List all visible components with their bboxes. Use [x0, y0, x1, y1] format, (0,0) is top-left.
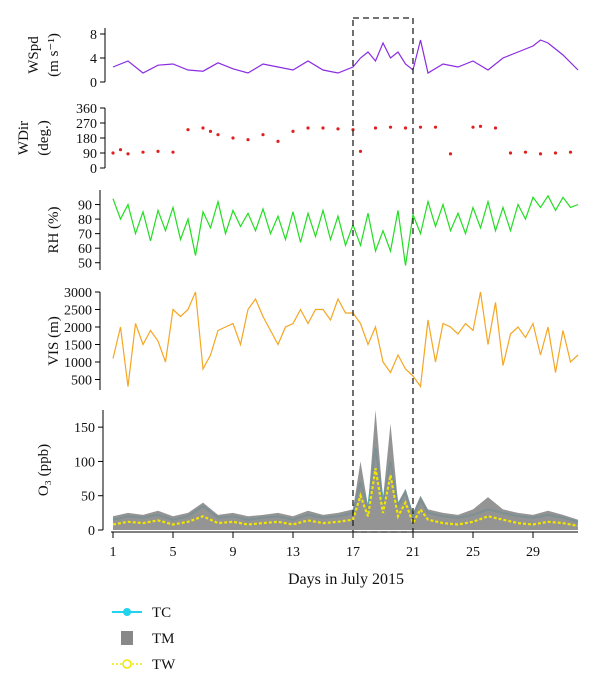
x-tick-label: 17 — [346, 545, 360, 560]
data-point — [336, 127, 340, 131]
data-point — [493, 126, 498, 130]
data-point — [201, 126, 205, 130]
y-tick-label: 150 — [74, 421, 95, 436]
x-tick-label: 29 — [526, 545, 540, 560]
data-point — [156, 149, 160, 153]
y-tick-label: 2000 — [64, 321, 92, 336]
data-point — [448, 152, 453, 156]
data-point — [111, 151, 115, 155]
data-point — [321, 126, 325, 130]
data-point — [216, 133, 220, 137]
y-tick-label: 80 — [78, 213, 92, 228]
data-point — [373, 126, 378, 130]
y-tick-label: 4 — [90, 52, 97, 67]
y-tick-label: 8 — [90, 28, 97, 43]
data-point — [186, 128, 190, 132]
y-tick-label: 1000 — [64, 356, 92, 371]
y-tick-label: 50 — [81, 490, 95, 505]
legend-swatch-bar — [121, 631, 133, 645]
x-tick-label: 5 — [170, 545, 177, 560]
data-point — [246, 138, 250, 142]
highlight-box — [352, 17, 414, 533]
legend-item-tm: TM — [121, 631, 175, 647]
y-axis-title: WDir — [16, 121, 32, 155]
data-point — [208, 129, 213, 133]
y-tick-label: 3000 — [64, 286, 92, 301]
y-tick-label: 180 — [76, 132, 97, 147]
legend-item-tw: TW — [112, 657, 176, 673]
legend-label: TM — [152, 631, 175, 647]
data-point — [276, 139, 280, 143]
legend-label: TC — [152, 605, 171, 621]
data-point — [126, 152, 130, 156]
x-tick-label: 21 — [406, 545, 420, 560]
series-line — [112, 194, 579, 266]
panel-0: 0 4 8 WSpd (m s⁻¹) — [26, 28, 579, 91]
y-axis-title: WSpd — [26, 36, 42, 74]
x-tick-label: 9 — [230, 545, 237, 560]
y-tick-label: 0 — [90, 162, 97, 177]
data-point — [433, 125, 438, 129]
data-point — [403, 126, 408, 130]
y-tick-label: 270 — [76, 117, 97, 132]
y-tick-label: 90 — [78, 199, 92, 214]
data-point — [568, 150, 573, 154]
data-point — [358, 149, 363, 153]
y-tick-label: 100 — [74, 455, 95, 470]
y-tick-label: 50 — [78, 257, 92, 272]
data-point — [418, 125, 423, 129]
data-point — [306, 126, 310, 130]
series-tw — [112, 468, 579, 527]
shared-x-axis: 1 5 9 13 17 21 25 29 — [110, 531, 578, 560]
series-line — [112, 39, 579, 74]
data-point — [231, 136, 235, 140]
y-tick-label: 60 — [78, 242, 92, 257]
y-axis-title: VIS (m) — [46, 316, 62, 366]
series-tm-area — [113, 410, 578, 530]
data-point — [291, 129, 295, 133]
data-point — [553, 151, 558, 155]
y-tick-label: 2500 — [64, 304, 92, 319]
y-tick-label: 0 — [90, 76, 97, 91]
data-point — [141, 150, 145, 154]
data-point — [471, 125, 475, 129]
x-tick-label: 25 — [466, 545, 480, 560]
y-axis-title: RH (%) — [46, 206, 62, 253]
legend-swatch-marker — [122, 659, 132, 669]
y-tick-label: 1500 — [64, 339, 92, 354]
legend-label: TW — [152, 657, 176, 673]
y-axis-unit: (m s⁻¹) — [46, 33, 62, 77]
series-line — [112, 291, 579, 389]
data-point — [171, 150, 175, 154]
data-point — [118, 148, 123, 152]
legend: TC TM TW — [112, 605, 176, 673]
y-axis-unit: (deg.) — [36, 120, 52, 155]
legend-swatch-marker — [123, 608, 131, 616]
data-point — [508, 151, 513, 155]
data-point — [538, 152, 543, 156]
data-point — [523, 150, 528, 154]
y-tick-label: 70 — [78, 228, 92, 243]
data-point — [388, 125, 393, 129]
y-tick-label: 360 — [76, 102, 97, 117]
data-point — [261, 133, 265, 137]
y-tick-label: 0 — [88, 524, 95, 539]
legend-item-tc: TC — [112, 605, 171, 621]
x-tick-label: 1 — [110, 545, 117, 560]
y-tick-label: 500 — [71, 374, 92, 389]
data-point — [478, 124, 483, 128]
panel-4: 0 50 100 150 O₃ (ppb) — [36, 410, 579, 539]
y-axis-title: O₃ (ppb) — [36, 444, 52, 496]
y-tick-label: 90 — [83, 147, 97, 162]
x-tick-label: 13 — [286, 545, 300, 560]
data-point — [351, 128, 355, 132]
x-axis-title: Days in July 2015 — [288, 571, 404, 588]
